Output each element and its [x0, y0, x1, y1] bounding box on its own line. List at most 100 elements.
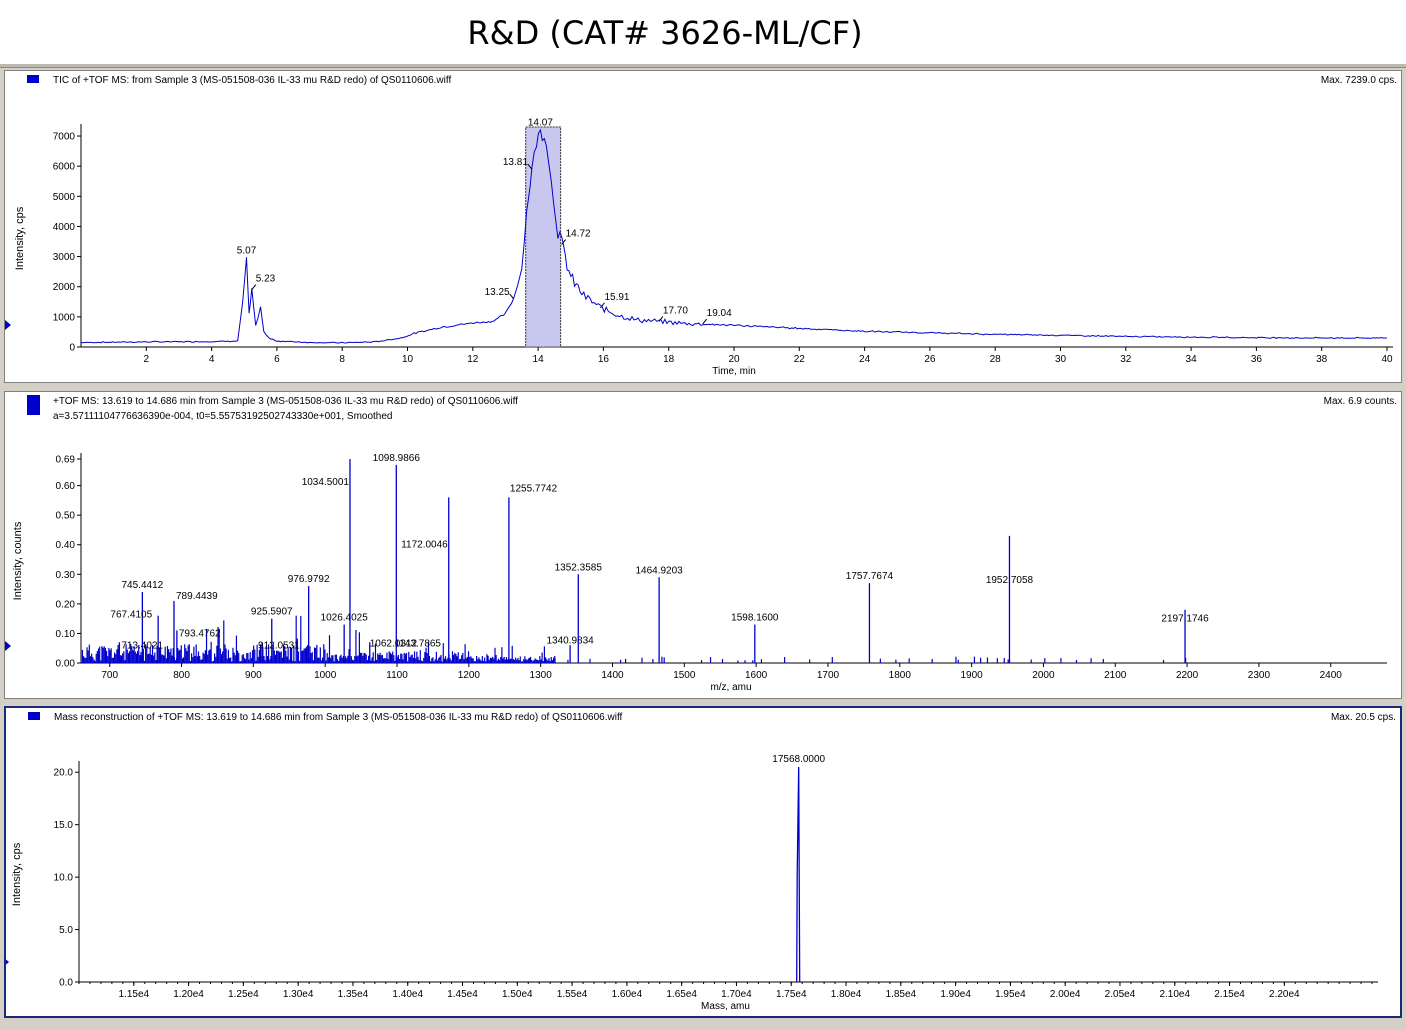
status-bar — [0, 1022, 1406, 1030]
x-tick-label: 1.25e4 — [228, 989, 259, 1000]
x-tick-label: 1600 — [745, 670, 768, 681]
peak-label: 1952.7058 — [986, 575, 1034, 586]
peak-label: 1757.7674 — [846, 571, 894, 582]
selected-range-highlight — [525, 126, 562, 348]
peak-label: 17568.0000 — [772, 754, 825, 765]
x-tick-label: 2.00e4 — [1050, 989, 1081, 1000]
x-tick-label: 1900 — [960, 670, 983, 681]
x-tick-label: 4 — [209, 354, 215, 365]
y-tick-label: 2000 — [53, 282, 76, 293]
x-tick-label: 1700 — [817, 670, 840, 681]
peak-label: 15.91 — [604, 292, 629, 303]
x-tick-label: 1.70e4 — [721, 989, 752, 1000]
x-tick-label: 1.20e4 — [173, 989, 204, 1000]
x-tick-label: 36 — [1251, 354, 1263, 365]
peak-label: 14.07 — [528, 118, 553, 129]
x-tick-label: 1.40e4 — [392, 989, 423, 1000]
x-tick-label: 8 — [339, 354, 345, 365]
x-tick-label: 10 — [402, 354, 414, 365]
x-tick-label: 1.65e4 — [666, 989, 697, 1000]
x-tick-label: 2.15e4 — [1214, 989, 1245, 1000]
peak-label: 2197.1746 — [1161, 614, 1209, 625]
x-tick-label: 1.45e4 — [447, 989, 478, 1000]
y-tick-label: 0.0 — [59, 978, 73, 989]
tic-chart[interactable]: 2 4 6 8 10 12 14 16 18 20 22 24 26 28 30 32 34 36 38 400100… — [5, 71, 1401, 382]
peak-label: 1464.9203 — [635, 565, 683, 576]
reconstruction-pane-title: Mass reconstruction of +TOF MS: 13.619 t… — [54, 712, 623, 723]
x-tick-label: 14 — [533, 354, 545, 365]
x-tick-label: 1200 — [458, 670, 481, 681]
x-tick-label: 1.60e4 — [612, 989, 643, 1000]
x-tick-label: 1800 — [889, 670, 912, 681]
x-tick-label: 700 — [101, 670, 118, 681]
peak-label: 19.04 — [707, 308, 732, 319]
peak-label: 13.25 — [485, 287, 510, 298]
y-tick-label: 1000 — [53, 312, 76, 323]
y-axis-title: Intensity, cps — [14, 206, 26, 270]
threshold-marker-icon — [6, 959, 9, 965]
x-tick-label: 30 — [1055, 354, 1067, 365]
peak-label: 17.70 — [663, 305, 688, 316]
y-tick-label: 20.0 — [54, 768, 74, 779]
x-tick-label: 26 — [924, 354, 936, 365]
y-tick-label: 0.40 — [56, 540, 76, 551]
y-axis-title: Intensity, cps — [11, 842, 23, 906]
x-tick-label: 40 — [1381, 354, 1393, 365]
x-tick-label: 900 — [245, 670, 262, 681]
peak-label-leader — [561, 239, 566, 245]
reconstruction-chart[interactable]: 1.15e4 1.20e4 1.25e4 1.30e4 1.35e4 1.40e4 1.45… — [6, 708, 1400, 1016]
pane-active-marker-icon[interactable] — [27, 75, 39, 83]
x-tick-label: 6 — [274, 354, 280, 365]
x-axis-title: m/z, amu — [710, 682, 751, 693]
y-tick-label: 7000 — [53, 132, 76, 143]
spectrum-pane-subtitle: a=3.57111104776636390e-004, t0=5.5575319… — [53, 411, 393, 422]
x-tick-label: 800 — [173, 670, 190, 681]
tic-pane[interactable]: TIC of +TOF MS: from Sample 3 (MS-051508… — [4, 70, 1402, 383]
x-tick-label: 12 — [467, 354, 479, 365]
x-tick-label: 28 — [990, 354, 1002, 365]
x-tick-label: 1.85e4 — [886, 989, 917, 1000]
x-tick-label: 1.75e4 — [776, 989, 807, 1000]
tic-pane-title: TIC of +TOF MS: from Sample 3 (MS-051508… — [53, 75, 452, 86]
peak-label: 1255.7742 — [510, 483, 558, 494]
peak-label-leader — [600, 302, 605, 309]
x-tick-label: 1000 — [314, 670, 337, 681]
spectrum-chart[interactable]: 700 800 900 1000 1100 1200 1300 1400 1500 1600 170… — [5, 392, 1401, 698]
x-tick-label: 2100 — [1104, 670, 1127, 681]
pane-active-marker-icon[interactable] — [28, 712, 40, 720]
spectrum-pane[interactable]: +TOF MS: 13.619 to 14.686 min from Sampl… — [4, 391, 1402, 699]
peak-label: 1340.9834 — [546, 635, 594, 646]
x-tick-label: 38 — [1316, 354, 1328, 365]
peak-label: 1172.0046 — [401, 539, 448, 550]
y-tick-label: 0.10 — [56, 629, 76, 640]
peak-label: 1598.1600 — [731, 613, 779, 624]
mass-peak — [796, 766, 801, 983]
y-tick-label: 0.60 — [56, 481, 76, 492]
spectrum-pane-max: Max. 6.9 counts. — [1323, 396, 1397, 407]
x-tick-label: 22 — [794, 354, 806, 365]
peak-label-leader — [658, 316, 664, 322]
reconstruction-pane[interactable]: Mass reconstruction of +TOF MS: 13.619 t… — [4, 706, 1402, 1018]
y-tick-label: 15.0 — [54, 820, 74, 831]
peak-label: 14.72 — [566, 229, 591, 240]
x-tick-label: 2000 — [1032, 670, 1055, 681]
window-splitter[interactable] — [0, 64, 1406, 68]
x-tick-label: 2400 — [1320, 670, 1343, 681]
y-tick-label: 0.00 — [56, 659, 76, 670]
peak-label: 1098.9866 — [373, 453, 421, 464]
peak-label: 1143.7865 — [394, 638, 441, 649]
spectrum-pane-title: +TOF MS: 13.619 to 14.686 min from Sampl… — [53, 396, 518, 407]
y-tick-label: 0.69 — [56, 455, 76, 466]
peak-label-leader — [527, 163, 533, 170]
y-axis-title: Intensity, counts — [12, 521, 24, 600]
peak-label: 13.81 — [503, 157, 528, 168]
pane-active-marker-icon[interactable] — [27, 395, 40, 415]
x-tick-label: 18 — [663, 354, 675, 365]
x-tick-label: 34 — [1186, 354, 1198, 365]
y-tick-label: 5.0 — [59, 925, 73, 936]
peak-label: 1034.5001 — [302, 477, 350, 488]
x-tick-label: 1.15e4 — [118, 989, 149, 1000]
peak-label-leader — [702, 318, 708, 325]
x-tick-label: 2.05e4 — [1105, 989, 1136, 1000]
x-tick-label: 1.95e4 — [995, 989, 1026, 1000]
